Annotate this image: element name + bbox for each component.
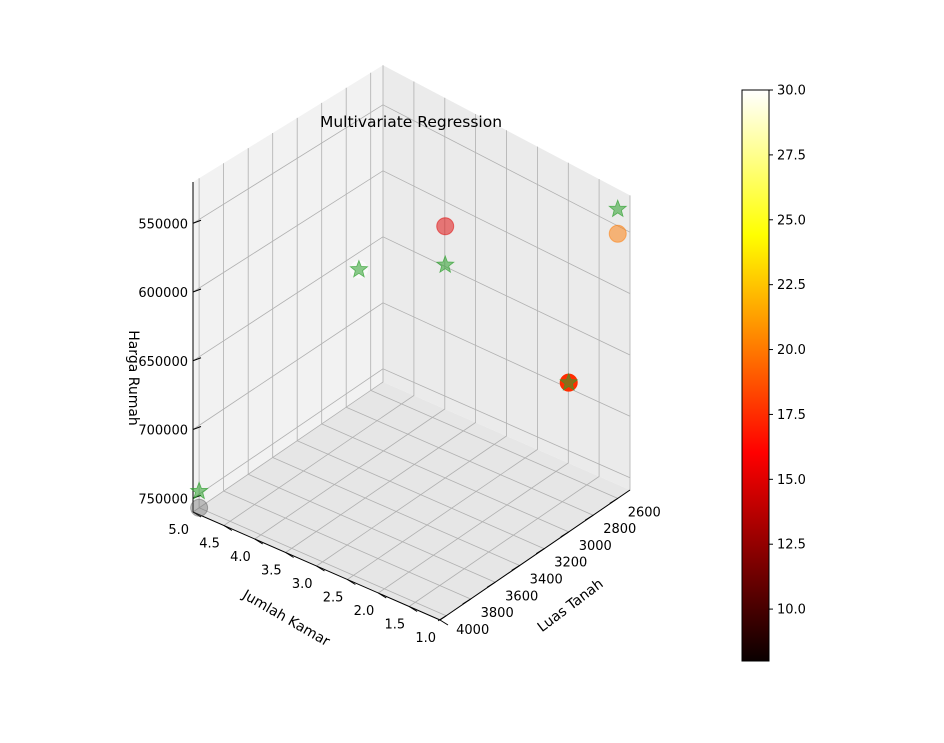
y-tick-mark [316,565,325,572]
x-tick-mark [511,565,520,571]
x-tick-mark [560,531,569,538]
x-tick-label: 4000 [456,623,489,638]
z-tick-mark [192,357,202,362]
y-tick-mark [439,619,449,626]
y-tick-label: 1.5 [384,618,405,633]
z-tick-mark [192,219,202,224]
colorbar: 10.0 12.5 15.0 17.5 20.0 22.5 25.0 27.5 30.0 [741,84,806,662]
data-point-circle [608,224,627,243]
data-points [189,198,628,517]
y-axis-ticks: 1.0 1.5 2.0 2.5 3.0 3.5 4.0 4.5 5.0 [168,511,449,646]
x-tick-label: 3000 [579,539,612,554]
colorbar-tick-label: 22.5 [777,278,806,293]
grid-line-z [192,236,631,362]
data-point-star [435,254,455,274]
x-tick-mark [535,548,545,555]
x-tick-label: 2600 [628,505,661,520]
y-tick-label: 1.0 [415,631,436,646]
z-axis-ticks: 550000 600000 650000 700000 750000 [138,217,202,507]
z-tick-mark [192,426,202,430]
z-tick-label: 650000 [138,355,188,370]
y-tick-label: 4.5 [199,537,220,552]
grid-line-z [192,170,631,294]
colorbar-tick-label: 25.0 [777,213,806,228]
pane-left [193,65,383,512]
data-point-star [608,198,628,218]
colorbar-gradient [741,89,770,662]
data-point-star [189,481,209,500]
colorbar-ticks: 10.0 12.5 15.0 17.5 20.0 22.5 25.0 27.5 30.0 [769,84,806,618]
x-tick-label: 3600 [505,589,538,604]
y-tick-mark [377,592,387,599]
y-tick-mark [192,511,202,518]
y-tick-label: 2.5 [323,591,344,606]
colorbar-tick-label: 27.5 [777,148,806,163]
y-tick-label: 5.0 [168,523,189,538]
colorbar-tick-label: 17.5 [777,408,806,423]
z-tick-label: 550000 [138,217,188,232]
y-tick-mark [285,552,294,558]
colorbar-tick-label: 20.0 [777,343,806,358]
z-axis-label: Harga Rumah [125,330,141,426]
x-tick-mark [486,581,496,588]
x-axis-line [439,489,631,621]
colorbar-tick-label: 10.0 [777,603,806,618]
z-tick-label: 750000 [138,492,188,507]
grid-line-z [192,368,631,499]
data-point-star [559,372,579,391]
y-axis-label: Jumlah Kamar [239,587,333,650]
z-tick-label: 600000 [138,286,188,301]
data-point-circle [190,498,209,517]
x-tick-label: 3400 [530,572,563,587]
grid-line-z [192,302,631,430]
x-tick-label: 2800 [603,522,636,537]
y-tick-mark [408,606,418,612]
data-point-circle [436,217,455,236]
y-tick-label: 3.5 [261,564,282,579]
y-tick-label: 4.0 [230,550,251,565]
x-tick-label: 3800 [481,606,514,621]
y-tick-label: 2.0 [354,604,375,619]
colorbar-tick-label: 12.5 [777,538,806,553]
x-tick-mark [609,497,619,504]
x-tick-mark [584,514,594,521]
colorbar-tick-label: 15.0 [777,473,806,488]
y-tick-label: 3.0 [292,577,313,592]
data-point-star [349,259,369,278]
colorbar-tick-label: 30.0 [777,84,806,99]
x-tick-mark [437,615,447,622]
grid-line-z [192,104,631,233]
y-tick-mark [347,579,356,585]
chart-title: Multivariate Regression [320,113,502,131]
x-tick-mark [462,598,471,605]
z-tick-label: 700000 [138,424,188,439]
y-tick-mark [223,525,233,531]
x-tick-label: 3200 [554,556,587,571]
z-tick-mark [192,288,202,293]
y-tick-mark [254,538,264,545]
